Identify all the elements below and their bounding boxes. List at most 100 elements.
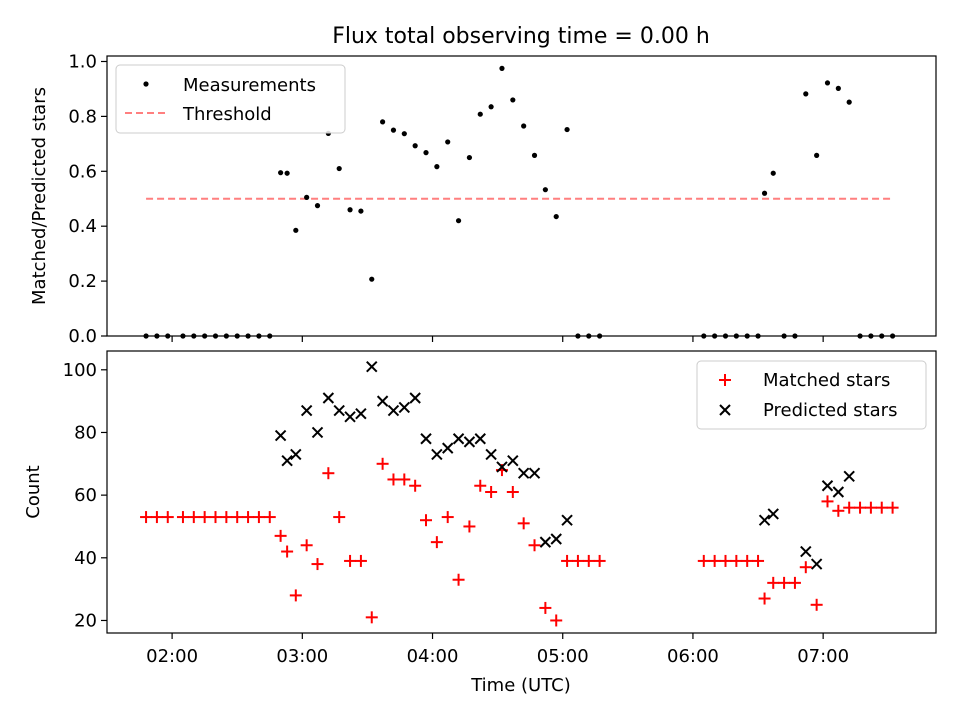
matched-point [730,554,743,567]
predicted-point [528,467,541,479]
top-y-ticks: 0.0 0.2 0.4 0.6 0.8 1.0 [68,51,107,347]
legend-matched-label: Matched stars [763,370,890,391]
matched-point [799,561,812,574]
predicted-point [843,470,855,483]
matched-point [409,479,422,492]
chart-title: Flux total observing time = 0.00 h [332,24,710,49]
bottom-y-ticks: 20 40 60 80 100 [63,360,107,631]
predicted-point [300,404,313,417]
matched-point [843,501,856,514]
matched-point [354,554,367,567]
measurement-point [347,207,353,213]
matched-point [430,536,443,549]
predicted-point [758,514,771,526]
matched-point [875,501,888,514]
matched-point [274,529,287,542]
measurement-point [336,165,342,172]
matched-point [344,554,357,567]
measurement-point [455,218,462,224]
matched-point [176,511,189,524]
measurement-point [521,123,527,129]
measurement-point [466,154,473,161]
matched-point [376,457,389,470]
matched-point [242,511,255,524]
measurement-point [412,143,418,149]
matched-point [571,554,584,567]
matched-point [387,473,400,486]
bottom-y-axis-label: Count [23,465,44,518]
predicted-point [431,448,443,461]
measurement-point [477,111,483,117]
matched-point [289,589,302,602]
legend-predicted-label: Predicted stars [763,400,897,421]
measurement-point [564,126,570,133]
x-tick-label: 02:00 [146,646,198,667]
legend-measurements-label: Measurements [183,75,316,96]
matched-point [708,554,721,567]
matched-point [697,554,710,567]
matched-point [187,511,200,524]
matched-point [198,511,211,524]
x-tick-label: 06:00 [667,646,719,667]
top-plot-frame [106,55,937,337]
matched-point [832,504,845,517]
matched-point [420,514,433,527]
matched-point [209,511,222,524]
predicted-point [281,454,293,467]
legend-predicted-marker [719,404,731,416]
predicted-point [387,404,400,417]
predicted-point [452,433,465,445]
matched-point [333,511,346,524]
matched-point [281,545,294,558]
legend-measurements-marker [143,81,149,87]
predicted-point [322,392,335,404]
predicted-point [485,448,497,461]
predicted-point [821,480,834,492]
measurement-point [510,97,516,103]
predicted-points [274,360,855,570]
x-tick-label: 04:00 [407,646,459,667]
bottom-x-ticks: 02:00 03:00 04:00 05:00 06:00 07:00 [146,633,849,667]
predicted-point [496,461,508,473]
predicted-point [550,533,562,545]
matched-point [821,495,834,508]
matched-point [752,554,765,567]
matched-point [365,611,378,624]
y-tick-label: 60 [74,485,97,506]
measurement-point [835,85,841,91]
matched-point [452,573,465,586]
matched-point [161,511,174,524]
predicted-point [800,545,812,558]
measurement-point [803,91,809,97]
measurement-point [284,170,290,176]
measurement-point [358,208,364,214]
measurement-point [445,139,451,145]
y-tick-label: 100 [63,360,97,381]
x-axis-label: Time (UTC) [470,675,571,696]
matched-point [220,511,233,524]
measurement-point [814,152,820,158]
matched-point [539,601,552,614]
x-tick-label: 05:00 [537,646,589,667]
matched-point [593,554,606,567]
predicted-point [398,401,411,414]
matched-point [810,598,823,611]
predicted-point [366,360,378,373]
matched-point [582,554,595,567]
measurement-point [278,170,284,176]
measurement-point [531,152,538,158]
matched-point [322,467,335,480]
predicted-point [474,433,486,445]
predicted-point [409,392,421,404]
y-tick-label: 80 [74,422,97,443]
measurement-point [761,190,768,196]
predicted-point [561,514,573,526]
matched-point [150,511,163,524]
measurement-point [542,187,548,193]
measurement-point [314,203,321,209]
x-tick-label: 03:00 [276,646,328,667]
measurement-point [293,227,299,233]
measurement-point [401,131,407,137]
matched-point [474,479,487,492]
matched-point [864,501,877,514]
